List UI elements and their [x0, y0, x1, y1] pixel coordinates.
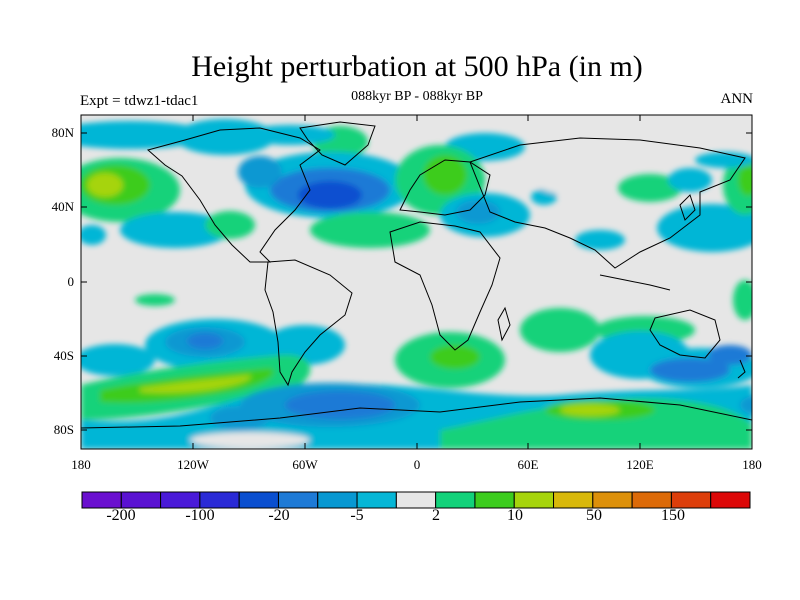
colorbar-label: 2: [432, 507, 440, 524]
colorbar-box: [356, 491, 397, 509]
colorbar-label: 150: [661, 507, 685, 524]
experiment-label: Expt = tdwz1-tdac1: [80, 93, 199, 109]
lon-label-120w: 120W: [177, 457, 209, 472]
madagascar-outline: [497, 306, 511, 342]
colorbar-box: [710, 491, 751, 509]
colorbar-box: [631, 491, 672, 509]
australia-outline: [649, 309, 721, 359]
plot-subtitle: 088kyr BP - 088kyr BP: [351, 89, 483, 104]
season-label: ANN: [720, 91, 754, 107]
lat-label-80n: 80N: [51, 125, 74, 140]
lon-label-180e: 180: [742, 457, 762, 472]
lon-label-180w: 180: [71, 457, 91, 472]
colorbar-label: -5: [350, 507, 364, 524]
colorbar-box: [160, 491, 201, 509]
lon-label-120e: 120E: [626, 457, 654, 472]
colorbar-box: [120, 491, 162, 509]
africa-outline: [389, 221, 501, 351]
colorbar-label: 10: [507, 507, 523, 524]
colorbar-box: [474, 491, 515, 509]
colorbar-box: [513, 491, 555, 509]
europe-outline: [399, 159, 491, 216]
japan-outline: [679, 194, 696, 221]
lat-ticks: [81, 132, 752, 431]
colorbar-box: [395, 491, 437, 509]
lon-label-0: 0: [413, 457, 421, 472]
indonesia-outline: [599, 274, 671, 291]
antarctica-outline: [81, 397, 752, 429]
coastlines: [81, 121, 752, 429]
asia-outline: [469, 137, 746, 269]
lat-label-40s: 40S: [53, 348, 74, 363]
lon-label-60w: 60W: [292, 457, 318, 472]
lat-label-40n: 40N: [51, 199, 74, 214]
colorbar-box: [670, 491, 712, 509]
colorbar-box: [553, 491, 594, 509]
colorbar-label: -100: [185, 507, 215, 524]
colorbar-box: [238, 491, 279, 509]
greenland-outline: [299, 121, 376, 166]
lat-label-80s: 80S: [53, 422, 74, 437]
colorbar-label: -20: [268, 507, 290, 524]
lat-label-0: 0: [67, 274, 75, 289]
colorbar-label: -200: [106, 507, 136, 524]
colorbar-box: [277, 491, 319, 509]
colorbar-label: 50: [586, 507, 602, 524]
colorbar-box: [435, 491, 476, 509]
north-america-outline: [146, 127, 321, 263]
new-zealand-outline: [737, 359, 746, 379]
colorbar-box: [592, 491, 633, 509]
plot-title: Height perturbation at 500 hPa (in m): [191, 50, 643, 83]
colorbar-box: [81, 491, 122, 509]
lon-label-60e: 60E: [517, 457, 539, 472]
south-america-outline: [264, 259, 353, 387]
colorbar-box: [317, 491, 358, 509]
colorbar-box: [199, 491, 240, 509]
lon-ticks: [192, 115, 641, 449]
colorbar: [81, 491, 751, 509]
